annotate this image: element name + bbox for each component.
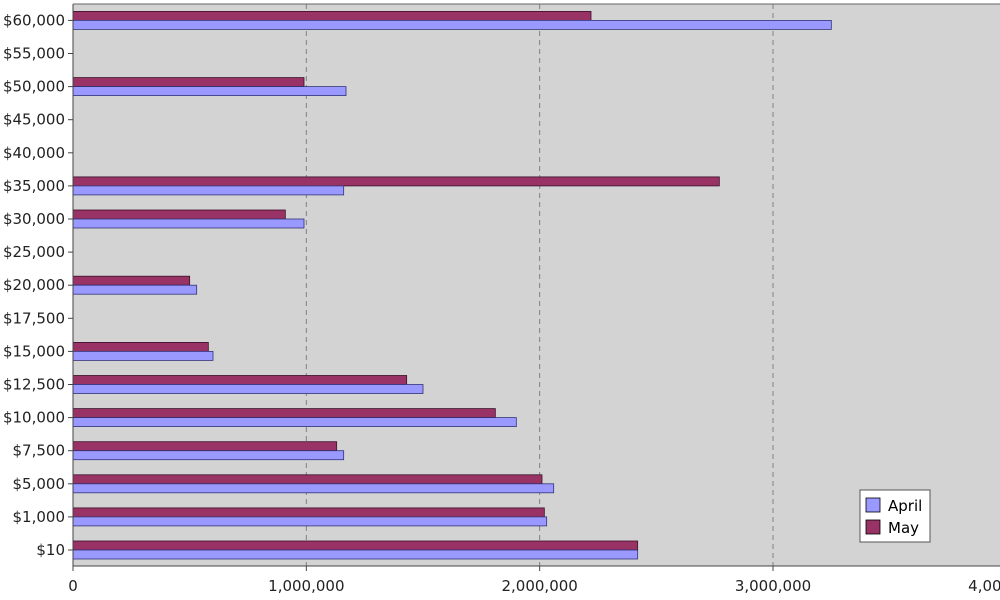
bar-may-2: [72, 474, 543, 485]
x-tick-labels: 0 1,000,000 2,000,000 3,000,000 4,000,000: [68, 577, 1000, 595]
bar-may-3: [72, 441, 338, 452]
bar-may-4: [72, 408, 496, 419]
bar-april-4: [72, 417, 517, 428]
bar-may-14: [72, 77, 305, 87]
y-tick-label-0: $10: [36, 541, 65, 559]
y-tick-label-6: $15,000: [3, 342, 65, 360]
bar-april-16: [72, 19, 832, 30]
y-tick-label-5: $12,500: [3, 376, 65, 394]
y-tick-label-14: $50,000: [3, 78, 65, 96]
legend-swatch-april: [865, 497, 881, 513]
y-tick-label-1: $1,000: [13, 508, 66, 526]
x-tick-label-1: 1,000,000: [268, 577, 344, 595]
y-tick-label-13: $45,000: [3, 111, 65, 129]
bar-may-10: [72, 209, 286, 220]
legend-label-may: May: [888, 519, 919, 537]
bar-may-0: [72, 540, 639, 551]
y-tick-label-16: $60,000: [3, 11, 65, 29]
bar-april-6: [72, 350, 214, 361]
x-tick-label-0: 0: [68, 577, 78, 595]
bar-may-6: [72, 341, 209, 352]
y-tick-labels: $10 $1,000 $5,000 $7,500 $10,000 $12,500 $15,0…: [3, 11, 65, 559]
y-tick-label-7: $17,500: [3, 309, 65, 327]
y-tick-label-12: $40,000: [3, 144, 65, 162]
legend: April May: [859, 489, 931, 543]
y-tick-label-3: $7,500: [13, 442, 66, 460]
y-tick-label-2: $5,000: [13, 475, 66, 493]
bar-april-8: [72, 284, 198, 295]
legend-swatch-may: [865, 519, 881, 535]
grid-lines: [305, 4, 774, 566]
bar-april-10: [72, 218, 305, 229]
y-tick-label-4: $10,000: [3, 409, 65, 427]
bar-april-2: [72, 483, 555, 494]
bar-april-1: [72, 516, 548, 527]
bar-may-16: [72, 10, 592, 21]
y-tick-label-8: $20,000: [3, 276, 65, 294]
y-tick-label-9: $25,000: [3, 243, 65, 261]
y-tick-label-15: $55,000: [3, 45, 65, 63]
bar-may-1: [72, 507, 545, 518]
y-tick-label-11: $35,000: [3, 177, 65, 195]
bar-april-0: [72, 549, 639, 560]
bar-april-3: [72, 450, 345, 461]
x-tick-label-3: 3,000,000: [735, 577, 811, 595]
bar-may-5: [72, 375, 408, 385]
bar-may-11: [72, 176, 720, 187]
x-tick-label-4: 4,000,000: [968, 577, 1000, 595]
legend-label-april: April: [888, 497, 922, 515]
axes: [68, 3, 1000, 571]
plot-area: [73, 4, 1000, 566]
x-tick-label-2: 2,000,000: [501, 577, 577, 595]
bars: [72, 10, 832, 560]
bar-april-11: [72, 185, 345, 196]
bar-april-14: [72, 86, 347, 96]
bar-april-5: [72, 384, 424, 394]
y-tick-label-10: $30,000: [3, 210, 65, 228]
bar-may-8: [72, 275, 191, 286]
